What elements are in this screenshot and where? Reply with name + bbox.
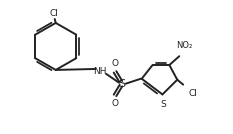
- Text: S: S: [161, 100, 166, 109]
- Text: O: O: [112, 99, 119, 108]
- Text: Cl: Cl: [188, 89, 197, 98]
- Text: NO₂: NO₂: [176, 41, 192, 50]
- Text: Cl: Cl: [49, 9, 58, 18]
- Text: O: O: [112, 59, 119, 68]
- Text: NH: NH: [93, 67, 107, 76]
- Text: S: S: [118, 79, 126, 89]
